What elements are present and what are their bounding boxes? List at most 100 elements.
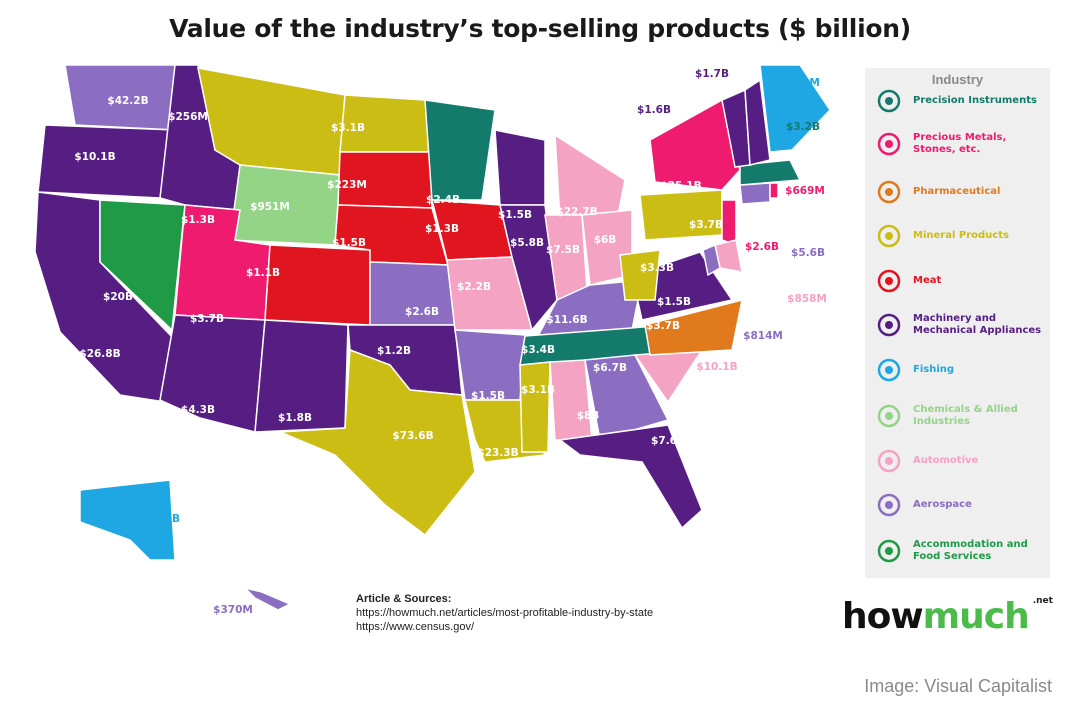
state-aerospace bbox=[242, 586, 292, 611]
state-value-label: $22.7B bbox=[556, 206, 598, 218]
legend-item-fishing: Fishing bbox=[871, 355, 1043, 385]
legend-item-mineral: Mineral Products bbox=[871, 221, 1043, 251]
legend-item-machinery: Machinery and Mechanical Appliances bbox=[871, 310, 1043, 340]
legend-label: Chemicals & Allied Industries bbox=[913, 404, 1018, 427]
state-value-label: $951M bbox=[250, 201, 290, 213]
source-link[interactable]: https://www.census.gov/ bbox=[356, 621, 474, 633]
state-value-label: $370M bbox=[213, 604, 253, 616]
state-mineral bbox=[619, 249, 661, 301]
state-machinery bbox=[159, 314, 266, 433]
state-value-label: $42.2B bbox=[107, 95, 149, 107]
state-value-label: $5.8B bbox=[510, 237, 544, 249]
legend-label: Meat bbox=[913, 275, 942, 286]
state-value-label: $3.7B bbox=[646, 320, 680, 332]
state-value-label: $256M bbox=[168, 111, 208, 123]
state-value-label: $6B bbox=[593, 234, 617, 246]
state-aerospace bbox=[536, 279, 643, 337]
state-value-label: $3.1B bbox=[521, 384, 555, 396]
state-value-label: $6.7B bbox=[593, 362, 627, 374]
state-value-label: $1.6B bbox=[637, 104, 671, 116]
source-link[interactable]: https://howmuch.net/articles/most-profit… bbox=[356, 607, 654, 619]
state-value-label: $4.3B bbox=[181, 404, 215, 416]
legend-item-chemicals: Chemicals & Allied Industries bbox=[871, 401, 1043, 431]
logo-part: how bbox=[842, 596, 924, 637]
state-precision bbox=[739, 159, 802, 186]
legend-label: Automotive bbox=[913, 455, 979, 466]
state-value-label: $7.6B bbox=[651, 435, 685, 447]
state-precious bbox=[769, 182, 779, 199]
state-value-label: $1.3B bbox=[425, 223, 459, 235]
state-value-label: $20B bbox=[103, 291, 133, 303]
state-value-label: $1.5B bbox=[332, 237, 366, 249]
state-value-label: $431M bbox=[780, 77, 820, 89]
state-value-label: $3.7B bbox=[190, 313, 224, 325]
state-value-label: $669M bbox=[785, 185, 825, 197]
state-value-label: $814M bbox=[743, 330, 783, 342]
state-fishing bbox=[759, 64, 831, 153]
page-title: Value of the industry’s top-selling prod… bbox=[169, 14, 911, 43]
legend-item-meat: Meat bbox=[871, 266, 1043, 296]
state-fishing bbox=[79, 479, 176, 561]
legend-item-precious: Precious Metals, Stones, etc. bbox=[871, 129, 1043, 159]
logo-part: much bbox=[922, 596, 1030, 637]
legend-label: Accommodation and Food Services bbox=[913, 539, 1028, 562]
image-credit: Image: Visual Capitalist bbox=[864, 676, 1052, 696]
legend-label: Aerospace bbox=[913, 499, 972, 510]
sources: Article & Sources: https://howmuch.net/a… bbox=[356, 592, 653, 634]
legend-item-pharma: Pharmaceutical bbox=[871, 177, 1043, 207]
legend-item-precision: Precision Instruments bbox=[871, 86, 1043, 116]
state-pharma bbox=[644, 298, 743, 356]
state-value-label: $1.8B bbox=[278, 412, 312, 424]
bed-icon bbox=[877, 539, 901, 563]
state-value-label: $2.6B bbox=[405, 306, 439, 318]
sources-heading: Article & Sources: bbox=[356, 593, 452, 605]
state-aerospace bbox=[702, 243, 721, 277]
state-machinery bbox=[499, 204, 558, 332]
state-mineral bbox=[519, 361, 551, 453]
legend-label: Fishing bbox=[913, 364, 955, 375]
legend-label: Machinery and Mechanical Appliances bbox=[913, 313, 1042, 336]
legend-title: Industry bbox=[931, 72, 984, 87]
legend-label: Precision Instruments bbox=[913, 95, 1037, 106]
state-value-label: $3.4B bbox=[521, 344, 555, 356]
state-value-label: $2.2B bbox=[457, 281, 491, 293]
state-precision bbox=[424, 99, 496, 201]
state-value-label: $1.5B bbox=[498, 209, 532, 221]
state-value-label: $223M bbox=[327, 179, 367, 191]
diamond-icon bbox=[877, 132, 901, 156]
state-value-label: $25.1B bbox=[660, 180, 702, 192]
fish-icon bbox=[877, 358, 901, 382]
state-aerospace bbox=[584, 354, 670, 441]
howmuch-logo: howmuch .net bbox=[842, 596, 1053, 637]
flask-icon bbox=[877, 404, 901, 428]
legend-label: Precious Metals, Stones, etc. bbox=[913, 132, 1007, 155]
legend-item-aerospace: Aerospace bbox=[871, 490, 1043, 520]
state-mineral bbox=[639, 189, 723, 241]
state-machinery bbox=[494, 129, 546, 206]
state-value-label: $1.1B bbox=[246, 267, 280, 279]
state-value-label: $1.5B bbox=[471, 390, 505, 402]
legend-item-accommodation: Accommodation and Food Services bbox=[871, 536, 1043, 566]
car-icon bbox=[877, 449, 901, 473]
state-value-label: $26.8B bbox=[79, 348, 121, 360]
state-meat bbox=[264, 244, 371, 326]
state-precious bbox=[721, 199, 737, 247]
logo-suffix: .net bbox=[1032, 596, 1053, 606]
state-value-label: $2.6B bbox=[745, 241, 779, 253]
state-value-label: $3.7B bbox=[689, 219, 723, 231]
gear-icon bbox=[877, 313, 901, 337]
state-automotive bbox=[549, 359, 593, 441]
legend-item-automotive: Automotive bbox=[871, 446, 1043, 476]
state-aerospace bbox=[739, 182, 771, 205]
state-value-label: $8B bbox=[576, 410, 600, 422]
state-value-label: $858M bbox=[787, 293, 827, 305]
state-machinery bbox=[744, 78, 771, 166]
rocket-icon bbox=[877, 493, 901, 517]
legend: Industry Precision Instruments Precious M… bbox=[865, 68, 1050, 578]
mineral-pile-icon bbox=[877, 224, 901, 248]
state-value-label: $10.1B bbox=[696, 361, 738, 373]
state-value-label: $1.3B bbox=[181, 214, 215, 226]
scissors-tools-icon bbox=[877, 89, 901, 113]
state-value-label: $73.6B bbox=[392, 430, 434, 442]
